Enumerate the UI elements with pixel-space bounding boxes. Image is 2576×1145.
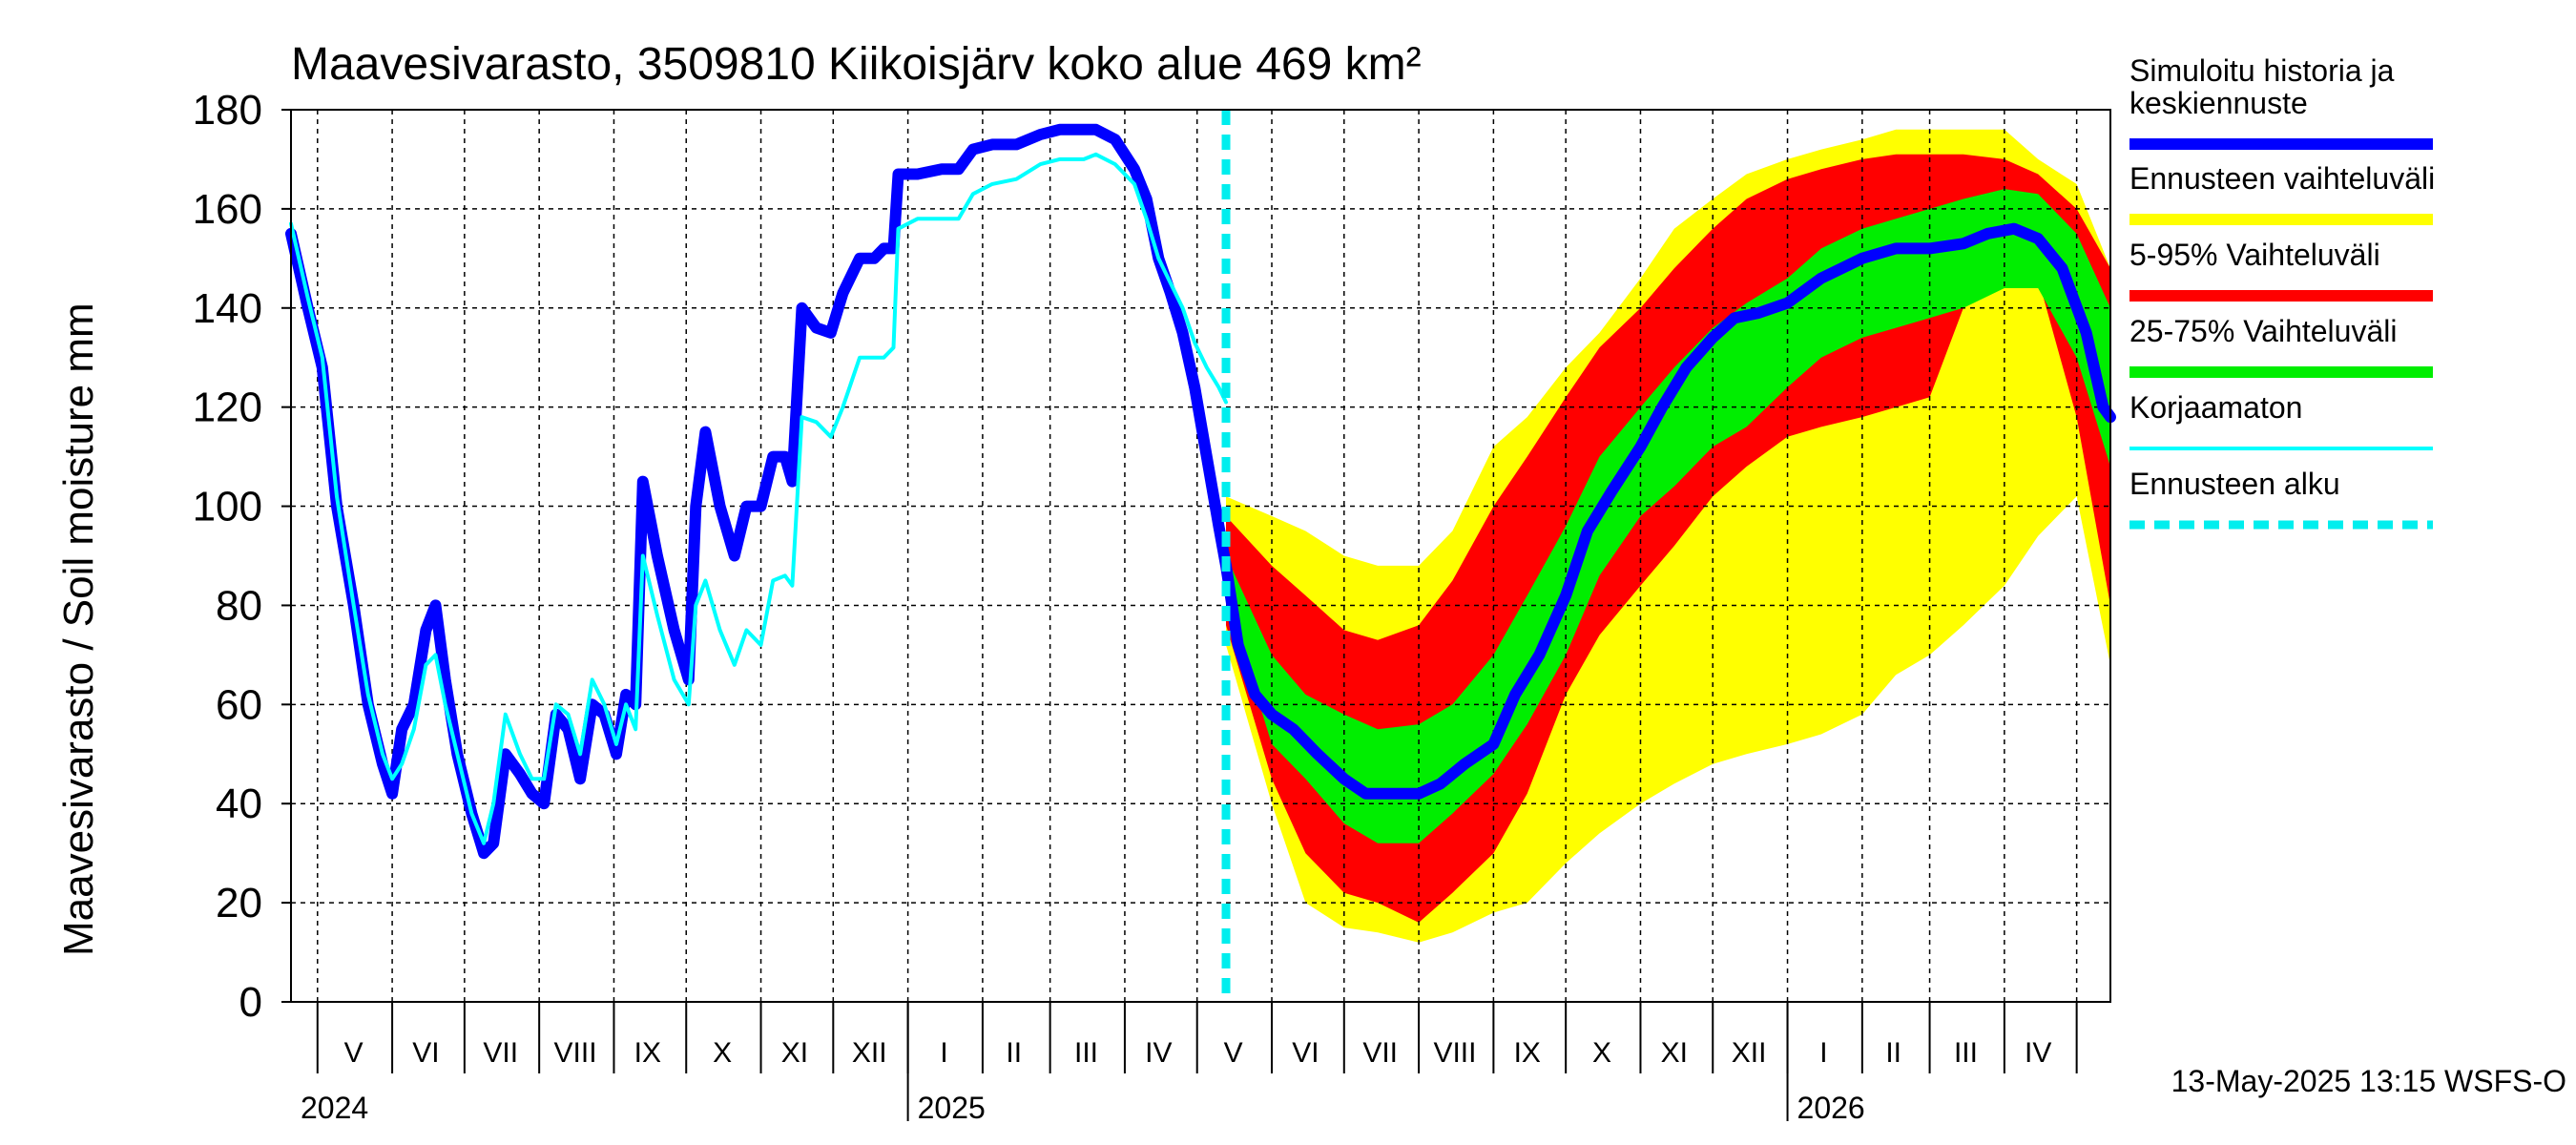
legend-item-5: Ennusteen alku — [2129, 467, 2433, 530]
month-label: XII — [1732, 1037, 1767, 1069]
legend-label: keskiennuste — [2129, 86, 2308, 120]
y-tick-label: 0 — [239, 979, 262, 1026]
band-2 — [1226, 189, 2110, 843]
month-label: V — [344, 1037, 364, 1069]
legend-item-2: 5-95% Vaihteluväli — [2129, 238, 2433, 302]
legend-label: 25-75% Vaihteluväli — [2129, 314, 2397, 348]
month-label: IX — [1514, 1037, 1541, 1069]
month-label: VIII — [1433, 1037, 1476, 1069]
month-label: I — [1819, 1037, 1827, 1069]
y-tick-label: 100 — [193, 484, 262, 531]
legend-label: Ennusteen vaihteluväli — [2129, 161, 2435, 196]
y-tick-label: 80 — [216, 582, 262, 629]
year-label: 2026 — [1797, 1091, 1865, 1125]
series-line-0 — [285, 123, 2116, 860]
month-label: XI — [781, 1037, 808, 1069]
month-label: VI — [1292, 1037, 1319, 1069]
month-label: XII — [852, 1037, 887, 1069]
month-label: VI — [412, 1037, 439, 1069]
year-label: 2024 — [301, 1091, 368, 1125]
legend-label: Simuloitu historia ja — [2129, 53, 2395, 88]
y-axis-label: Maavesivarasto / Soil moisture mm — [55, 302, 102, 956]
y-tick-label: 120 — [193, 385, 262, 431]
legend-label: Korjaamaton — [2129, 390, 2302, 425]
month-label: III — [1074, 1037, 1098, 1069]
month-label: II — [1885, 1037, 1901, 1069]
y-tick-label: 160 — [193, 186, 262, 233]
legend-label: 5-95% Vaihteluväli — [2129, 238, 2380, 272]
forecast-bands — [1226, 129, 2110, 943]
month-label: II — [1006, 1037, 1022, 1069]
month-label: IV — [2025, 1037, 2051, 1069]
year-label: 2025 — [918, 1091, 986, 1125]
chart-title: Maavesivarasto, 3509810 Kiikoisjärv koko… — [291, 39, 1422, 90]
legend-label: Ennusteen alku — [2129, 467, 2340, 501]
month-label: X — [1592, 1037, 1611, 1069]
y-tick-label: 60 — [216, 681, 262, 728]
month-label: I — [940, 1037, 947, 1069]
legend-item-3: 25-75% Vaihteluväli — [2129, 314, 2433, 378]
legend-item-4: Korjaamaton — [2129, 390, 2433, 450]
month-label: IV — [1145, 1037, 1172, 1069]
y-tick-label: 40 — [216, 781, 262, 827]
month-label: VIII — [554, 1037, 597, 1069]
y-tick-label: 20 — [216, 880, 262, 926]
y-tick-label: 180 — [193, 87, 262, 134]
legend-item-1: Ennusteen vaihteluväli — [2129, 161, 2435, 225]
month-label: V — [1224, 1037, 1243, 1069]
series-line-1 — [289, 152, 1228, 845]
month-label: XI — [1661, 1037, 1688, 1069]
series-lines — [285, 110, 2116, 1002]
month-label: III — [1954, 1037, 1978, 1069]
month-label: IX — [634, 1037, 661, 1069]
month-label: VII — [1362, 1037, 1398, 1069]
month-label: X — [713, 1037, 732, 1069]
month-label: VII — [483, 1037, 518, 1069]
footer-timestamp: 13-May-2025 13:15 WSFS-O — [2171, 1064, 2566, 1098]
y-tick-label: 140 — [193, 285, 262, 332]
